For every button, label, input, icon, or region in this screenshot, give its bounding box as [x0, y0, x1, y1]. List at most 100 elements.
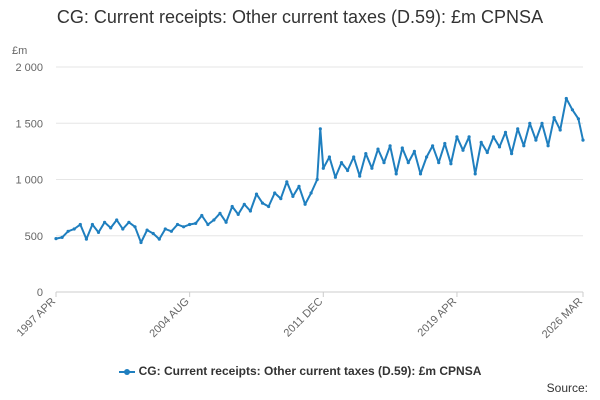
data-point[interactable] [516, 127, 520, 131]
data-point[interactable] [564, 96, 568, 101]
data-point[interactable] [212, 218, 216, 222]
data-point[interactable] [503, 130, 508, 134]
data-point[interactable] [449, 162, 453, 166]
data-point[interactable] [318, 127, 322, 131]
data-point[interactable] [382, 161, 386, 165]
data-point[interactable] [370, 166, 374, 170]
legend-marker-icon [118, 367, 135, 377]
data-point[interactable] [254, 192, 259, 196]
data-point[interactable] [552, 116, 556, 120]
data-point[interactable] [364, 152, 368, 156]
x-tick-label: 2004 AUG [147, 296, 191, 340]
data-point[interactable] [54, 237, 58, 241]
data-point[interactable] [169, 229, 173, 233]
data-point[interactable] [346, 168, 350, 173]
data-point[interactable] [72, 227, 76, 231]
legend[interactable]: CG: Current receipts: Other current taxe… [0, 364, 600, 378]
data-point[interactable] [96, 230, 101, 234]
data-point[interactable] [510, 152, 514, 156]
data-point[interactable] [260, 201, 265, 205]
data-point[interactable] [352, 155, 356, 159]
data-point[interactable] [218, 211, 222, 215]
data-point[interactable] [139, 240, 143, 245]
data-point[interactable] [151, 231, 155, 236]
data-point[interactable] [224, 220, 228, 224]
data-point[interactable] [175, 222, 180, 227]
data-point[interactable] [273, 191, 277, 195]
data-point[interactable] [412, 149, 416, 153]
grid-lines [56, 66, 583, 293]
data-point[interactable] [78, 222, 82, 227]
data-point[interactable] [546, 144, 550, 148]
y-tick-label: 2 000 [15, 62, 43, 74]
data-point[interactable] [467, 135, 471, 139]
data-point[interactable] [437, 161, 441, 165]
data-point[interactable] [103, 220, 107, 224]
data-point[interactable] [315, 177, 319, 182]
data-point[interactable] [581, 138, 585, 142]
data-point[interactable] [297, 184, 301, 188]
data-point[interactable] [333, 175, 337, 179]
data-point[interactable] [443, 141, 447, 146]
data-point[interactable] [267, 204, 271, 209]
data-point[interactable] [188, 222, 192, 227]
data-point[interactable] [479, 140, 483, 144]
data-point[interactable] [327, 155, 331, 159]
data-point[interactable] [376, 147, 380, 151]
data-point[interactable] [84, 237, 88, 241]
data-point[interactable] [291, 194, 295, 198]
data-point[interactable] [127, 220, 131, 224]
data-point[interactable] [400, 146, 404, 150]
data-point[interactable] [406, 161, 410, 165]
data-point[interactable] [431, 144, 435, 148]
data-point[interactable] [66, 229, 70, 233]
data-point[interactable] [285, 180, 289, 184]
data-point[interactable] [540, 121, 544, 125]
data-point[interactable] [309, 191, 313, 195]
data-point[interactable] [558, 128, 562, 132]
data-point[interactable] [528, 121, 532, 125]
data-point[interactable] [491, 135, 495, 139]
data-point[interactable] [570, 108, 575, 112]
data-point[interactable] [388, 144, 392, 148]
data-point[interactable] [461, 148, 465, 152]
data-point[interactable] [425, 155, 429, 159]
data-point[interactable] [133, 225, 137, 229]
data-point[interactable] [485, 150, 489, 155]
y-tick-label: 1 500 [15, 118, 43, 130]
source-label: Source: [546, 381, 588, 395]
data-point[interactable] [90, 222, 94, 227]
data-point[interactable] [358, 174, 362, 178]
data-point[interactable] [145, 228, 149, 232]
data-point[interactable] [455, 135, 459, 139]
data-point[interactable] [279, 197, 283, 201]
y-axis-unit-label: £m [12, 45, 28, 57]
data-point[interactable] [206, 222, 210, 227]
axes: 0 500 1 000 1 500 2 000 1997 APR 2004 AUG 2011 … [15, 62, 586, 341]
data-point[interactable] [394, 172, 398, 176]
data-point[interactable] [473, 172, 477, 176]
data-point[interactable] [497, 145, 502, 149]
data-point[interactable] [194, 221, 198, 225]
data-point[interactable] [157, 237, 161, 241]
data-point[interactable] [339, 161, 344, 165]
data-point[interactable] [182, 225, 186, 229]
data-point[interactable] [242, 202, 246, 206]
data-point[interactable] [248, 209, 252, 213]
data-point[interactable] [236, 212, 240, 216]
data-point[interactable] [230, 204, 234, 209]
data-point[interactable] [321, 166, 325, 170]
data-point[interactable] [121, 227, 125, 231]
data-point[interactable] [163, 227, 167, 231]
data-point[interactable] [534, 138, 538, 142]
data-point[interactable] [115, 218, 119, 222]
data-point[interactable] [303, 202, 307, 206]
x-tick-label: 2019 APR [416, 296, 460, 340]
data-point[interactable] [109, 226, 113, 230]
data-point[interactable] [522, 144, 526, 148]
data-point[interactable] [418, 172, 423, 176]
data-point[interactable] [60, 235, 64, 239]
data-point[interactable] [576, 117, 581, 121]
data-point[interactable] [200, 213, 204, 218]
